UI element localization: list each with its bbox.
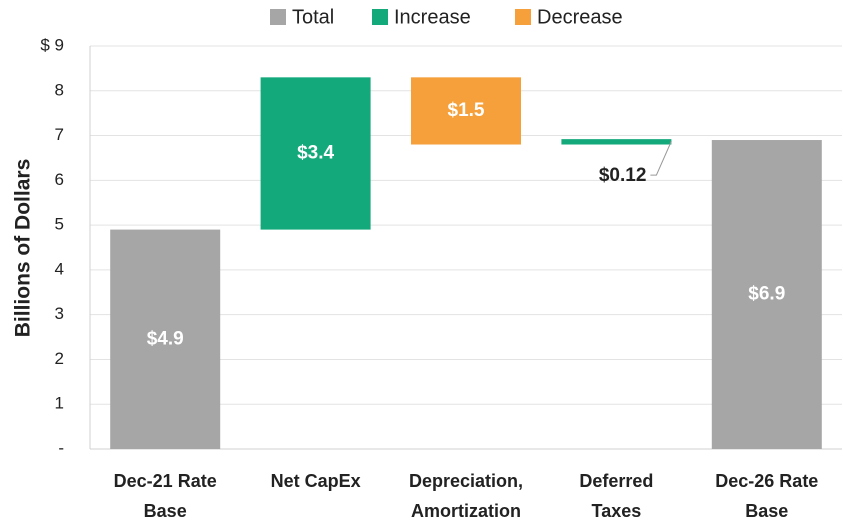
y-tick-label: $ 9 — [40, 35, 64, 54]
x-tick-line: Depreciation, — [409, 471, 523, 491]
bar — [411, 77, 521, 145]
x-tick-line: Taxes — [592, 501, 642, 521]
legend-label: Decrease — [537, 6, 623, 28]
value-label: $3.4 — [297, 142, 334, 163]
x-tick-label: Dec-26 Rate Base — [715, 471, 818, 521]
y-axis-label: Billions of Dollars — [12, 159, 35, 338]
x-tick-line: Net CapEx — [271, 471, 361, 491]
legend-swatch — [515, 9, 531, 25]
x-tick-line: Dec-26 Rate — [715, 471, 818, 491]
x-tick-label: Net CapEx — [271, 471, 361, 491]
bar — [711, 140, 822, 450]
value-label: $1.5 — [448, 100, 485, 121]
bar — [110, 229, 221, 449]
x-tick-label: Deferred Taxes — [579, 471, 653, 521]
legend-swatch — [372, 9, 388, 25]
x-tick-label: Dec-21 Rate Base — [114, 471, 217, 521]
y-tick-label: 2 — [55, 349, 64, 368]
x-tick-label: Depreciation, Amortization — [409, 471, 523, 521]
legend-label: Increase — [394, 6, 471, 28]
bar — [561, 139, 672, 145]
y-tick-label: 1 — [55, 394, 64, 413]
value-label: $6.9 — [748, 284, 785, 305]
value-label: $0.12 — [599, 165, 647, 186]
x-tick-line: Base — [745, 501, 788, 521]
y-tick-label: 4 — [55, 259, 64, 278]
y-tick-label: 7 — [55, 125, 64, 144]
y-tick-label: 8 — [55, 80, 64, 99]
value-label: $4.9 — [147, 328, 184, 349]
x-tick-line: Dec-21 Rate — [114, 471, 217, 491]
y-tick-label: 3 — [55, 304, 64, 323]
legend-label: Total — [292, 6, 334, 28]
leader-line — [650, 140, 672, 176]
y-tick-label: 5 — [55, 215, 64, 234]
legend-swatch — [270, 9, 286, 25]
x-tick-line: Amortization — [411, 501, 521, 521]
y-tick-label: 6 — [55, 170, 64, 189]
y-tick-label: - — [58, 438, 64, 457]
x-tick-line: Deferred — [579, 471, 653, 491]
x-tick-line: Base — [144, 501, 187, 521]
bar — [260, 77, 371, 230]
